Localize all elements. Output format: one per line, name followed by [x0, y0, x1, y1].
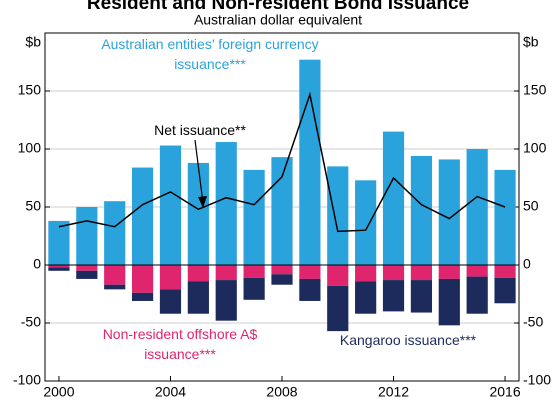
- y2-tick-label: 0: [523, 256, 531, 272]
- bar: [271, 157, 293, 265]
- bar: [243, 277, 265, 300]
- bar: [466, 265, 488, 277]
- x-tick-label: 2004: [155, 384, 186, 400]
- y2-tick-label: -50: [523, 314, 543, 330]
- line: [58, 91, 506, 233]
- y2-tick-label: 150: [523, 82, 547, 98]
- bar: [48, 267, 70, 271]
- y2-tick-label: 100: [523, 140, 547, 156]
- bar: [355, 281, 377, 314]
- bar: [76, 265, 98, 271]
- bar: [494, 169, 516, 265]
- bar: [355, 180, 377, 265]
- y-tick-label: -100: [13, 372, 41, 388]
- bar: [355, 265, 377, 282]
- x-tick-label: 2012: [378, 384, 409, 400]
- bar: [159, 145, 182, 265]
- y-axis-label: $b: [25, 34, 41, 50]
- frame: [44, 32, 520, 382]
- annotation-arrow: [194, 139, 204, 204]
- bar: [48, 265, 70, 268]
- bar: [104, 265, 126, 285]
- bar: [131, 265, 154, 293]
- bar: [327, 265, 349, 286]
- bar: [382, 280, 405, 312]
- bar: [104, 201, 126, 265]
- bar: [382, 265, 405, 281]
- chart-title: Resident and Non-resident Bond Issuance: [87, 0, 469, 14]
- bar: [215, 142, 237, 265]
- bar: [104, 284, 126, 290]
- y-tick-label: 150: [18, 82, 42, 98]
- x-tick-label: 2016: [489, 384, 520, 400]
- chart-subtitle: Australian dollar equivalent: [194, 12, 362, 28]
- bar: [466, 149, 488, 265]
- bar: [131, 292, 154, 301]
- y2-tick-label: -100: [523, 372, 551, 388]
- bar: [438, 278, 460, 326]
- y-tick-label: 50: [25, 198, 41, 214]
- bar: [299, 265, 321, 279]
- bar: [243, 265, 265, 278]
- bar: [271, 265, 293, 275]
- bar: [131, 167, 154, 265]
- y-tick-label: 100: [18, 140, 42, 156]
- bar: [187, 281, 209, 314]
- series-label: Australian entities’ foreign currency is…: [101, 36, 319, 72]
- bar: [159, 265, 182, 290]
- bar: [382, 131, 405, 265]
- y2-tick-label: 50: [523, 198, 539, 214]
- bar: [494, 265, 516, 278]
- x-tick-label: 2000: [43, 384, 74, 400]
- bar: [327, 285, 349, 332]
- bar: [466, 276, 488, 314]
- bar: [215, 280, 237, 321]
- y-tick-label: 0: [33, 256, 41, 272]
- y-tick-label: -50: [21, 314, 41, 330]
- series-label: Kangaroo issuance***: [339, 332, 477, 348]
- x-tick-label: 2008: [266, 384, 297, 400]
- bar: [215, 265, 237, 281]
- series-label: Net issuance**: [154, 122, 246, 138]
- bar: [438, 159, 460, 265]
- bar: [76, 207, 98, 265]
- series-label: Non-resident offshore A$ issuance***: [102, 326, 258, 362]
- bar: [159, 289, 182, 314]
- bar: [187, 162, 209, 265]
- bar: [410, 265, 433, 281]
- bar: [438, 265, 460, 279]
- y2-axis-label: $b: [523, 34, 539, 50]
- bar: [76, 270, 98, 279]
- bar: [271, 274, 293, 285]
- bar: [187, 265, 209, 282]
- bar: [494, 277, 516, 304]
- bar: [299, 59, 321, 266]
- bar: [410, 280, 433, 313]
- bar: [299, 278, 321, 301]
- bar: [243, 169, 265, 265]
- arrow-head: [198, 196, 207, 208]
- bar: [410, 155, 433, 265]
- bar: [48, 220, 70, 265]
- bar: [327, 166, 349, 265]
